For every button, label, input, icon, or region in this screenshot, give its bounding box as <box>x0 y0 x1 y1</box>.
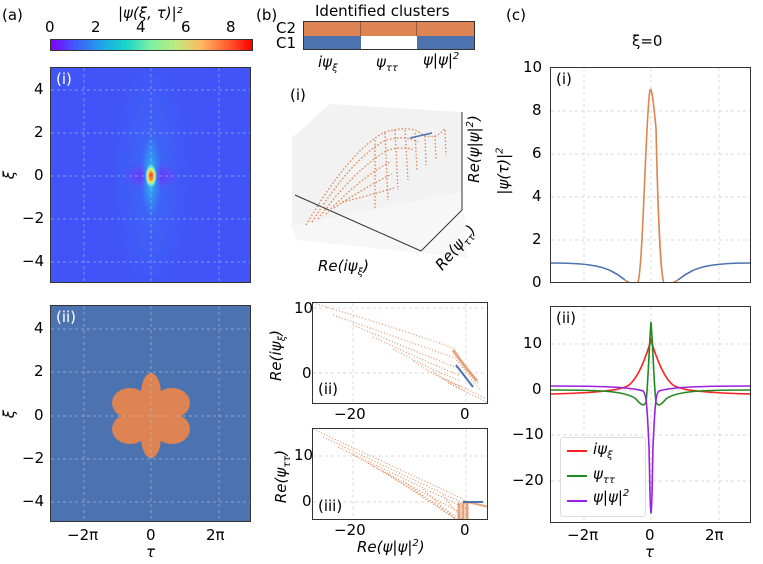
xtick: 0 <box>460 405 470 423</box>
col-label-1: iψξ <box>318 53 338 74</box>
cell-c1-col2 <box>360 35 418 49</box>
cell-c2-col2 <box>360 22 418 36</box>
cbar-tick: 6 <box>181 18 191 36</box>
ytick: 0 <box>532 380 542 398</box>
ylabel-xi: ξ <box>0 170 19 180</box>
ytick: −20 <box>512 471 544 489</box>
xtick: 0 <box>146 526 156 544</box>
ytick: −2 <box>22 449 45 467</box>
ytick: 10 <box>294 299 314 317</box>
cbar-tick: 2 <box>91 18 101 36</box>
legend: iψξ ψττ ψ|ψ|2 <box>560 437 646 517</box>
xtick: 2π <box>206 526 225 544</box>
legend-item: iψξ <box>593 440 613 461</box>
col-label-3: ψ|ψ|2 <box>423 51 460 69</box>
colorbar <box>50 39 253 51</box>
ytick: 6 <box>532 144 542 162</box>
xtick: 2π <box>705 526 724 544</box>
xtick: −2π <box>567 526 599 544</box>
line-plot-c-ii: (ii) iψξ ψττ ψ|ψ|2 <box>550 306 751 523</box>
xtick: −2π <box>67 526 99 544</box>
row-label-c1: C1 <box>276 34 297 52</box>
legend-swatch-purple <box>567 500 587 502</box>
ytick: −2 <box>22 209 45 227</box>
cell-c2-col1 <box>304 22 361 36</box>
xtick: 0 <box>645 526 655 544</box>
legend-swatch-red <box>567 450 587 452</box>
cbar-tick: 8 <box>226 18 236 36</box>
ytick: 2 <box>532 230 542 248</box>
subplot-label: (i) <box>290 86 306 104</box>
zlabel-3d: Re(ψ|ψ|2) <box>464 115 483 183</box>
ytick: 10 <box>523 58 543 76</box>
subplot-label: (ii) <box>556 309 577 327</box>
ytick: 0 <box>302 492 312 510</box>
cluster-table <box>303 21 475 50</box>
ytick: 10 <box>294 446 314 464</box>
xlabel-tau: τ <box>645 543 655 561</box>
flower-region <box>51 306 250 521</box>
panel-label-c: (c) <box>506 6 526 24</box>
subplot-label: (iii) <box>318 497 343 515</box>
heatmap-a-i: (i) <box>50 67 251 283</box>
ytick: 4 <box>34 80 44 98</box>
ytick: −4 <box>22 252 45 270</box>
c-title: ξ=0 <box>632 32 663 50</box>
legend-swatch-green <box>567 475 587 477</box>
cell-c1-col3 <box>417 35 474 49</box>
cbar-tick: 0 <box>45 18 55 36</box>
subplot-label: (ii) <box>56 308 77 326</box>
cell-c1-col1 <box>304 35 361 49</box>
scatter-b-ii: (ii) <box>312 302 488 404</box>
xlabel-3d: Re(iψξ) <box>318 257 370 278</box>
ytick: 0 <box>302 364 312 382</box>
grid-lines <box>51 68 250 282</box>
legend-item: ψττ <box>593 465 615 486</box>
legend-item: ψ|ψ|2 <box>593 488 630 506</box>
ytick: 0 <box>532 273 542 291</box>
ytick: 4 <box>532 187 542 205</box>
cbar-tick: 4 <box>136 18 146 36</box>
xlabel-b-iii: Re(ψ|ψ|2) <box>357 538 425 556</box>
clusters-title: Identified clusters <box>315 2 450 20</box>
xlabel-tau: τ <box>146 543 156 561</box>
xtick: −20 <box>334 521 366 539</box>
ytick: −10 <box>512 425 544 443</box>
ylabel-b-iii: Re(ψττ) <box>272 449 294 504</box>
ytick: −4 <box>22 492 45 510</box>
col-label-2: ψττ <box>376 53 398 74</box>
xtick: 0 <box>460 521 470 539</box>
ylabel-3d: Re(ψττ) <box>431 221 480 274</box>
ylabel-b-ii: Re(iψξ) <box>267 329 289 382</box>
panel-label-a: (a) <box>2 6 23 24</box>
subplot-label: (i) <box>56 70 72 88</box>
ytick: 4 <box>34 319 44 337</box>
ytick: 0 <box>34 406 44 424</box>
ylabel-c-i: |ψ(τ)|2 <box>494 147 513 195</box>
ytick: 8 <box>532 101 542 119</box>
cluster-map-a-ii: (ii) <box>50 305 251 522</box>
ytick: 2 <box>34 362 44 380</box>
ytick: 10 <box>523 334 543 352</box>
row-label-c2: C2 <box>276 19 297 37</box>
ytick: 0 <box>34 166 44 184</box>
ytick: 2 <box>34 123 44 141</box>
subplot-label: (ii) <box>318 380 339 398</box>
colorbar-title: |ψ(ξ, τ)|² <box>118 4 183 22</box>
panel-label-b: (b) <box>256 6 278 24</box>
cell-c2-col3 <box>417 22 474 36</box>
xtick: −20 <box>334 405 366 423</box>
ylabel-xi: ξ <box>0 409 19 419</box>
scatter-b-iii: (iii) <box>312 428 488 520</box>
subplot-label: (i) <box>556 70 572 88</box>
line-plot-c-i: (i) <box>550 67 751 283</box>
